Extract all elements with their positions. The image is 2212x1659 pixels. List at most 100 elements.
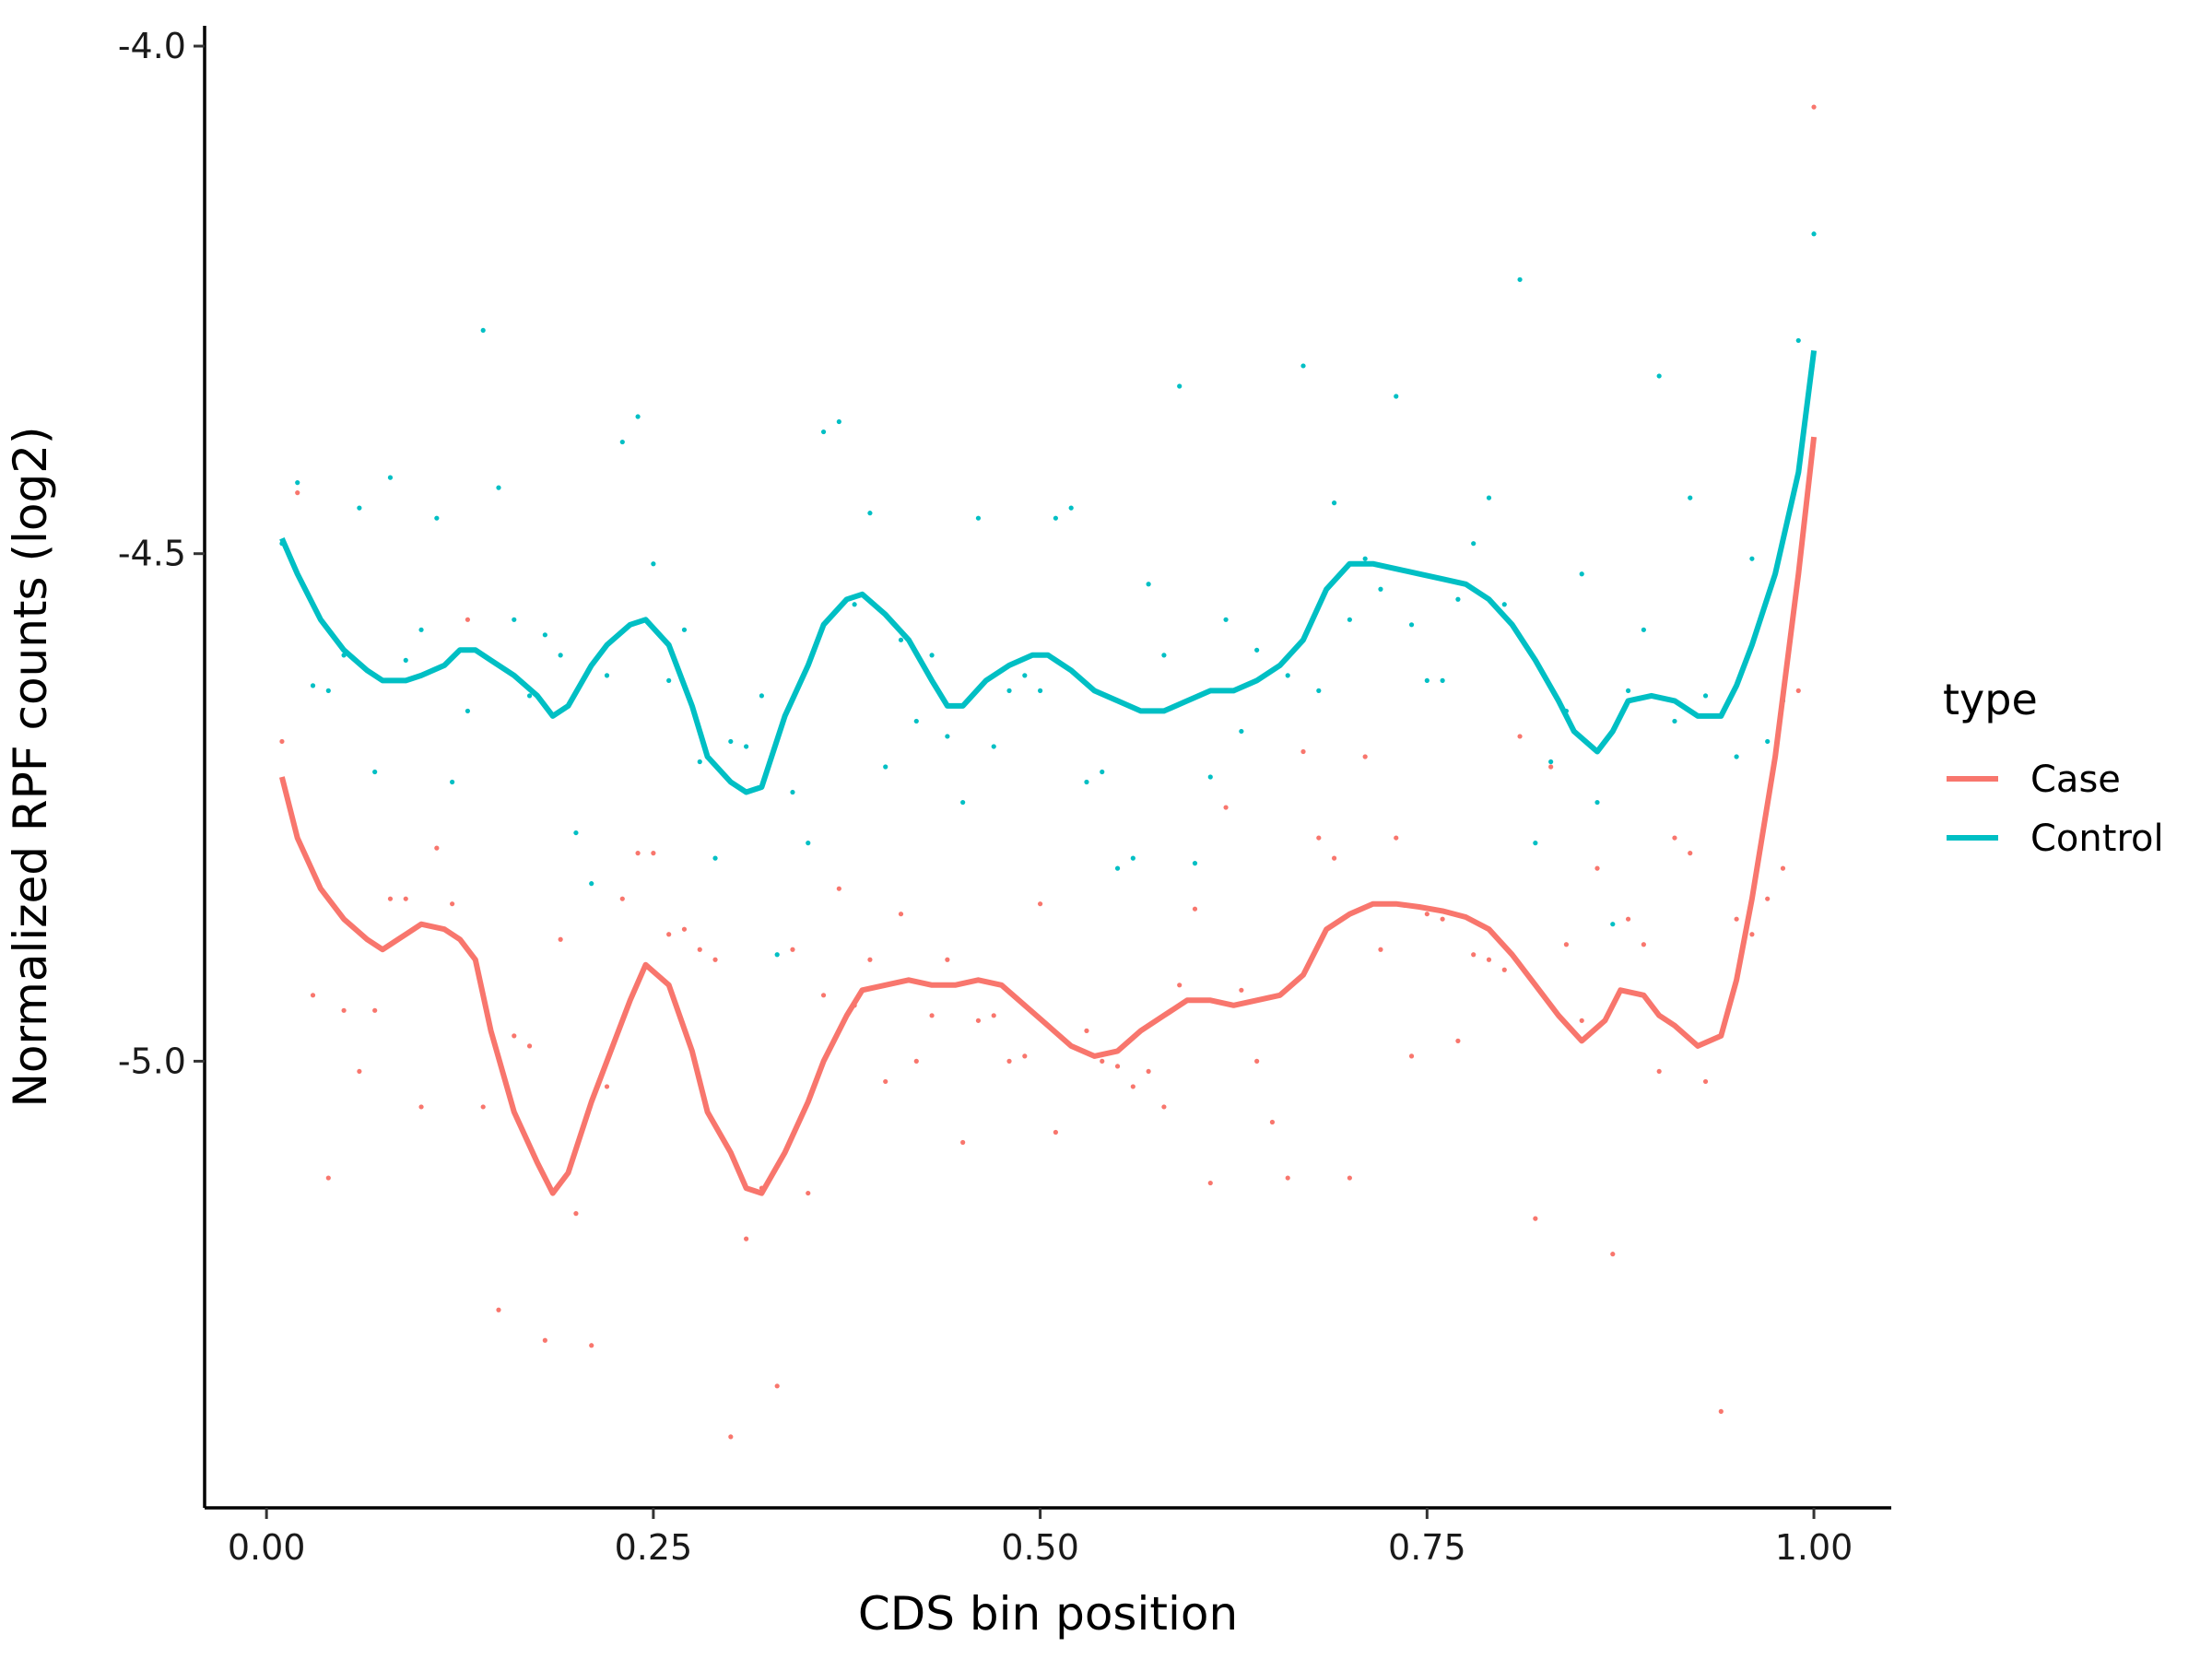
control-point bbox=[945, 734, 950, 739]
y-tick-label: -4.5 bbox=[118, 534, 186, 574]
control-point bbox=[573, 830, 579, 836]
y-tick-label: -4.0 bbox=[118, 26, 186, 66]
case-point bbox=[774, 1383, 780, 1389]
control-point bbox=[589, 881, 594, 887]
control-smooth-line bbox=[279, 350, 1818, 795]
case-point bbox=[589, 1343, 594, 1348]
case-point bbox=[295, 490, 300, 496]
case-point bbox=[372, 1007, 378, 1013]
case-point bbox=[325, 1175, 331, 1181]
control-point bbox=[1455, 596, 1461, 602]
case-point bbox=[341, 1007, 347, 1013]
case-point bbox=[418, 1104, 424, 1110]
case-point bbox=[1749, 932, 1755, 937]
case-point bbox=[387, 896, 394, 901]
control-point bbox=[558, 653, 563, 658]
control-point bbox=[1656, 373, 1662, 379]
case-point bbox=[1347, 1175, 1352, 1181]
case-point bbox=[403, 896, 408, 901]
case-point bbox=[1734, 916, 1739, 922]
control-point bbox=[1006, 688, 1012, 693]
control-point bbox=[1285, 673, 1290, 678]
control-point bbox=[310, 683, 316, 688]
case-point bbox=[1285, 1175, 1290, 1181]
control-point bbox=[697, 759, 702, 765]
control-point bbox=[1641, 627, 1646, 632]
case-point bbox=[651, 851, 656, 856]
control-point bbox=[480, 327, 486, 334]
case-point bbox=[913, 1058, 919, 1064]
control-point bbox=[1734, 754, 1739, 759]
control-point bbox=[1408, 622, 1415, 628]
case-point bbox=[1765, 896, 1771, 901]
control-point bbox=[1501, 602, 1507, 607]
control-point bbox=[759, 693, 765, 699]
case-point bbox=[357, 1068, 362, 1075]
control-point bbox=[1239, 728, 1244, 735]
control-point bbox=[372, 769, 378, 775]
case-point bbox=[450, 901, 455, 907]
control-point bbox=[450, 779, 455, 785]
x-tick-label: 1.00 bbox=[1775, 1527, 1853, 1568]
control-point bbox=[867, 511, 873, 516]
control-point bbox=[960, 799, 966, 806]
case-point bbox=[1146, 1068, 1151, 1075]
control-point bbox=[619, 439, 625, 445]
legend-title: type bbox=[1943, 675, 2038, 724]
control-point bbox=[496, 485, 501, 490]
control-point bbox=[1130, 855, 1135, 861]
x-tick-label: 0.25 bbox=[615, 1527, 693, 1568]
control-point bbox=[1114, 865, 1121, 871]
control-point bbox=[1378, 586, 1383, 592]
case-point bbox=[1811, 104, 1817, 110]
control-point bbox=[913, 718, 919, 724]
control-point bbox=[744, 744, 749, 749]
control-point bbox=[1579, 571, 1584, 577]
case-point bbox=[1795, 688, 1801, 693]
case-point bbox=[635, 851, 641, 856]
case-point bbox=[1455, 1038, 1461, 1043]
control-point bbox=[295, 480, 300, 486]
case-point bbox=[1394, 835, 1399, 841]
control-point bbox=[1610, 922, 1616, 927]
control-point bbox=[1672, 718, 1677, 724]
control-point bbox=[712, 855, 718, 861]
case-point bbox=[744, 1236, 749, 1241]
control-point bbox=[1254, 647, 1260, 653]
case-point bbox=[1672, 835, 1677, 841]
scatter-points-layer bbox=[279, 104, 1817, 1440]
case-point bbox=[512, 1033, 517, 1039]
control-point bbox=[883, 764, 888, 770]
control-point bbox=[526, 693, 533, 699]
case-point bbox=[1269, 1119, 1276, 1125]
case-point bbox=[1207, 1180, 1213, 1186]
control-point bbox=[1053, 515, 1058, 521]
case-point bbox=[898, 912, 904, 917]
case-point bbox=[526, 1043, 533, 1049]
case-point bbox=[1006, 1058, 1012, 1064]
case-point bbox=[945, 957, 950, 962]
case-point bbox=[1331, 855, 1337, 861]
control-point bbox=[1486, 495, 1492, 500]
control-point bbox=[991, 744, 996, 749]
control-point bbox=[1300, 363, 1306, 369]
case-point bbox=[1192, 906, 1198, 912]
case-point bbox=[1501, 967, 1507, 972]
legend-label-control: Control bbox=[2030, 818, 2164, 860]
control-point bbox=[1765, 738, 1771, 745]
case-point bbox=[712, 957, 718, 962]
control-point bbox=[1100, 769, 1105, 775]
case-point bbox=[496, 1307, 501, 1312]
case-point bbox=[1563, 942, 1570, 947]
control-point bbox=[1749, 556, 1755, 561]
case-point bbox=[1223, 805, 1229, 810]
case-point bbox=[666, 932, 672, 937]
case-point bbox=[1424, 912, 1430, 917]
case-point bbox=[820, 993, 827, 998]
case-point bbox=[1130, 1084, 1135, 1089]
case-point bbox=[1718, 1408, 1724, 1414]
control-point bbox=[635, 414, 641, 419]
control-point bbox=[806, 841, 811, 846]
case-point bbox=[1084, 1028, 1089, 1033]
control-point bbox=[1625, 688, 1631, 693]
